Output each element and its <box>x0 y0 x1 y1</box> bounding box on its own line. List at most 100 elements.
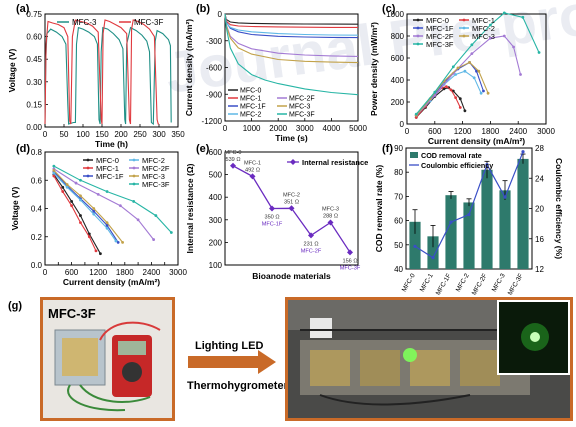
data-point-mfc-3f <box>451 65 455 69</box>
data-point-mfc-2f <box>152 238 156 241</box>
y-tick-label: -1200 <box>202 117 223 126</box>
legend-label: MFC-3 <box>472 32 495 41</box>
y-tick-label: 0.45 <box>26 55 42 64</box>
data-point-mfc-2f <box>502 34 506 38</box>
x-tick-label: 1200 <box>89 268 107 277</box>
data-point-mfc-2f <box>96 192 100 196</box>
x-tick-label: 2400 <box>509 127 527 136</box>
series-line-mfc-3 <box>44 26 172 126</box>
x-tick-label: 1800 <box>482 127 500 136</box>
legend-marker <box>462 18 466 22</box>
y-tick-label: 1000 <box>386 10 404 19</box>
y-tick-label: -900 <box>206 90 223 99</box>
y-tick-label: 0.00 <box>26 123 42 132</box>
x-axis-label: Current density (mA/m²) <box>428 136 525 146</box>
x-tick-label: 5000 <box>349 124 367 133</box>
data-point-mfc-3f <box>52 164 56 168</box>
series-line-mfc-2f <box>53 168 155 240</box>
panel-label: (e) <box>196 143 210 155</box>
legend-swatch <box>410 152 418 158</box>
legend-marker <box>462 26 466 30</box>
data-point-mfc-2 <box>114 239 118 243</box>
data-point-mfc-3f <box>433 90 437 94</box>
photo-label-mfc-3f: MFC-3F <box>48 306 96 321</box>
data-point-mfc-0 <box>458 97 462 101</box>
y-tick-label: 0.0 <box>31 261 43 270</box>
legend-label: MFC-3F <box>426 40 454 49</box>
data-point-mfc-3f <box>489 23 492 27</box>
y-axis-label: Voltage (V) <box>10 186 20 230</box>
data-point-mfc-2f <box>118 204 122 208</box>
y-tick-label: 0.60 <box>26 33 42 42</box>
data-point-mfc-2 <box>105 226 109 230</box>
y-tick-label: 500 <box>209 171 223 180</box>
x-tick-label: 150 <box>95 130 109 139</box>
series-line-mfc-0 <box>224 13 359 25</box>
y2-axis-label: Coulombic efficiency (%) <box>554 158 564 259</box>
y-tick-label: 70 <box>394 192 403 201</box>
x-tick-label: 2000 <box>269 124 287 133</box>
x-tick-label: 3000 <box>296 124 314 133</box>
legend-label: MFC-1 <box>472 16 495 25</box>
bar-cod-removal <box>499 190 511 269</box>
data-point-mfc-2 <box>479 91 483 95</box>
data-point-internal-resistance <box>288 205 295 212</box>
data-point-mfc-3 <box>52 168 56 172</box>
series-line-mfc-1 <box>224 13 358 28</box>
legend-marker <box>462 34 466 38</box>
data-point-internal-resistance <box>249 173 256 180</box>
series-line-mfc-3f <box>44 19 159 125</box>
x-axis-label: Time (s) <box>275 133 308 143</box>
legend-marker <box>416 34 420 38</box>
legend-marker <box>132 166 136 170</box>
data-point-mfc-3f <box>521 15 525 19</box>
legend-label: MFC-1F <box>426 24 454 33</box>
data-label: MFC-1 <box>244 160 261 166</box>
series-line-mfc-2 <box>224 13 359 36</box>
y-tick-label: 80 <box>394 168 403 177</box>
data-point-mfc-2f <box>433 94 437 97</box>
y-tick-label: 60 <box>394 217 403 226</box>
data-label: 539 Ω <box>225 157 240 163</box>
data-point-mfc-1f <box>105 224 109 227</box>
data-point-mfc-1 <box>52 174 56 178</box>
x-tick-label: 3000 <box>537 127 555 136</box>
series-line-mfc-3f <box>53 165 172 233</box>
y-tick-label: 0.6 <box>31 176 43 185</box>
y-tick-label: 0.15 <box>26 100 42 109</box>
data-point-mfc-2 <box>52 171 56 175</box>
data-label: 492 Ω <box>245 167 260 173</box>
data-point-mfc-1 <box>87 235 91 239</box>
y-tick-label: 90 <box>394 144 403 153</box>
y-axis-label: COD removal rate (%) <box>374 165 384 253</box>
legend-marker <box>132 182 136 186</box>
data-point-coulombic-efficiency <box>503 195 507 199</box>
y-tick-label: 200 <box>391 98 405 107</box>
legend-marker <box>416 42 420 46</box>
x-tick-label: 50 <box>60 130 69 139</box>
series-line-mfc-3f <box>415 12 540 115</box>
data-point-mfc-3 <box>79 194 82 198</box>
data-point-mfc-3f <box>502 11 506 15</box>
data-point-mfc-3f <box>79 178 82 182</box>
photo-right-cell-1 <box>310 350 350 386</box>
panel-g-photos: (g) MFC-3F Lighting LED Thermohygrometer <box>8 297 573 421</box>
data-point-mfc-1 <box>94 249 98 253</box>
plot-frame <box>406 13 547 125</box>
y-axis-label: Internal resistance (Ω) <box>185 163 195 253</box>
x-tick-label: MFC-1 <box>419 272 435 293</box>
series-line-mfc-3f <box>224 13 359 96</box>
legend-label: MFC-2F <box>142 164 170 173</box>
data-point-mfc-1f <box>482 89 485 93</box>
legend-label: MFC-1F <box>96 172 124 181</box>
panel-g-label: (g) <box>8 300 22 312</box>
data-point-mfc-3 <box>456 66 460 70</box>
bar-cod-removal <box>481 169 493 269</box>
data-point-mfc-3 <box>486 91 490 95</box>
data-point-mfc-1 <box>458 106 462 109</box>
legend-label: Internal resistance <box>302 158 368 167</box>
legend-marker <box>416 18 420 22</box>
y-tick-label: 0 <box>218 10 223 19</box>
